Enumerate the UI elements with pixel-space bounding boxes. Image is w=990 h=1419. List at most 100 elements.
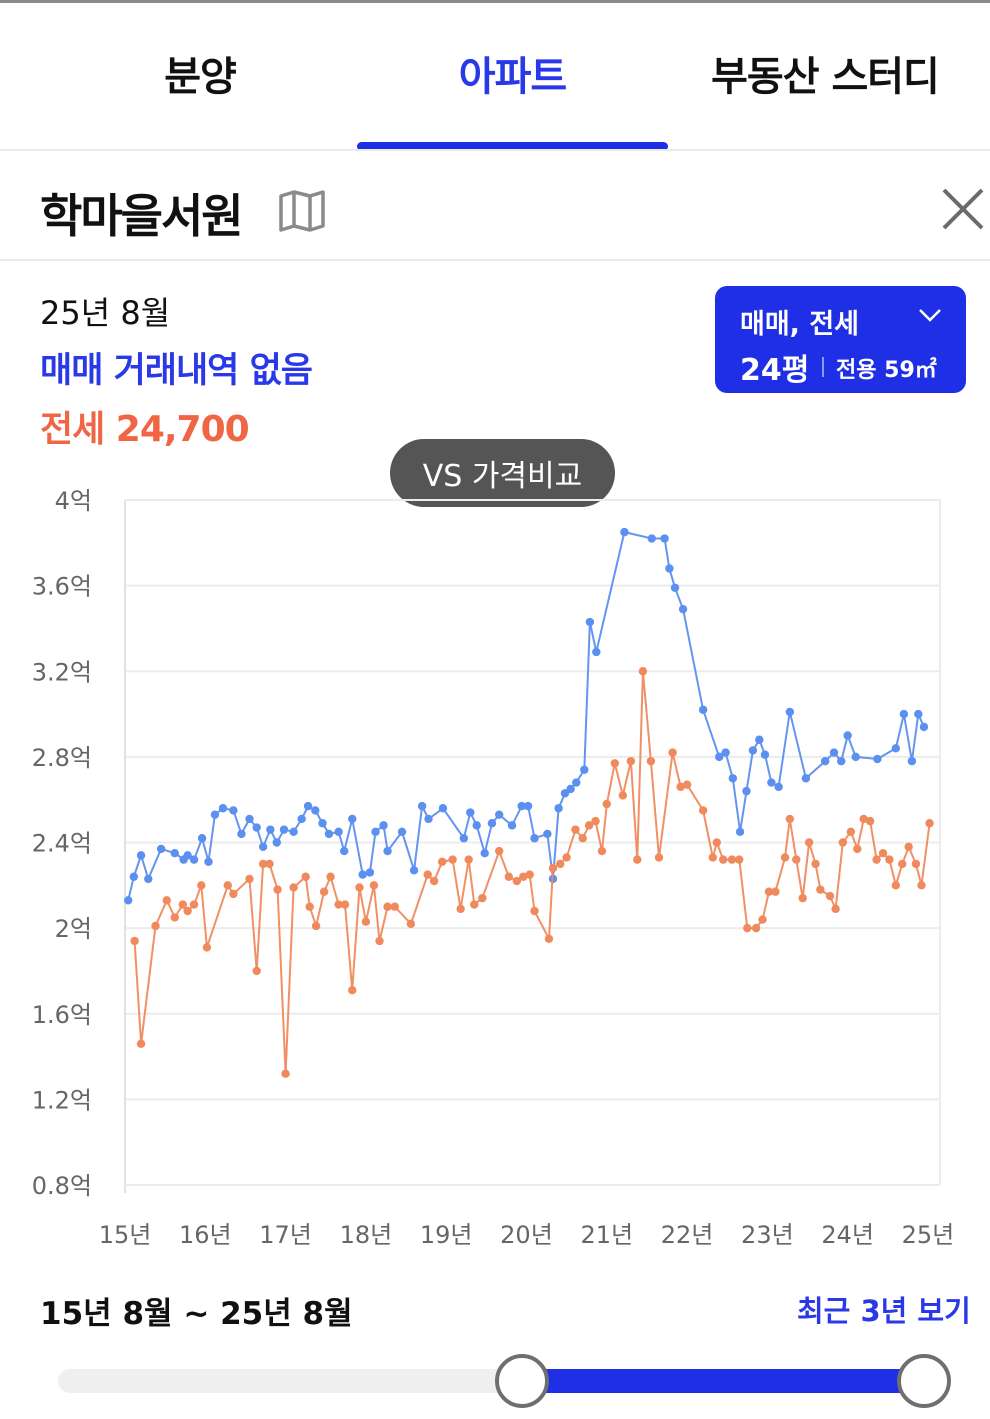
sale-data-point [647,534,656,543]
complex-name: 학마을서원 [40,189,244,243]
y-tick-label: 1.2억 [32,1086,92,1114]
x-tick-label: 23년 [741,1221,794,1249]
jeonse-data-point [301,872,310,881]
sale-data-point [774,782,783,792]
sale-data-point [735,827,745,836]
category-tabs: 분양 아파트 부동산 스터디 [0,0,990,151]
summary-jeonse-price: 전세 24,700 [40,409,250,450]
summary-date: 25년 8월 [40,294,171,332]
sale-data-point [742,786,751,796]
y-tick-label: 3.6억 [32,573,92,601]
sale-data-point [714,752,724,762]
sale-data-point [829,748,839,757]
sale-data-point [660,534,669,543]
tab-presale[interactable]: 분양 [164,54,237,100]
sale-data-point [438,804,448,813]
jeonse-data-point [743,923,752,933]
jeonse-data-point [668,748,677,757]
sale-data-point [487,819,497,828]
jeonse-data-point [162,896,171,905]
sale-data-point [748,746,758,755]
sale-data-point [311,806,320,815]
jeonse-data-point [470,900,479,909]
sale-data-point [670,583,680,592]
sale-data-point [371,827,380,836]
jeonse-data-point [197,881,206,890]
complex-header: 학마을서원 [0,152,990,260]
jeonse-data-point [494,846,504,856]
sale-data-point [324,829,334,839]
jeonse-data-point [878,849,888,858]
sale-data-point [348,814,357,824]
sale-data-point [785,707,795,717]
jeonse-data-point [618,791,628,800]
jeonse-data-point [885,855,894,864]
top-border [0,0,990,3]
sale-data-point [554,804,563,813]
period-slider-end-handle[interactable] [897,1354,951,1408]
jeonse-data-point [478,893,487,903]
sale-data-point [914,709,923,719]
jeonse-data-point [708,853,717,862]
jeonse-data-point [258,859,268,869]
jeonse-data-point [265,859,274,869]
filter-separator [822,357,824,377]
sale-data-point [189,855,199,864]
sale-data-point [318,819,327,828]
trade-filter-button[interactable]: 매매, 전세 24평 전용 59㎡ [715,286,966,393]
sale-data-point [566,784,575,794]
sale-data-point [907,756,917,766]
price-compare-button[interactable]: VS 가격비교 [390,439,615,507]
jeonse-data-point [597,846,607,856]
sale-data-point [197,834,207,843]
jeonse-data-point [626,756,636,766]
jeonse-data-point [512,876,522,886]
jeonse-data-point [437,857,447,866]
jeonse-data-point [390,902,399,911]
jeonse-data-point [223,881,232,890]
sale-data-point [843,731,852,740]
jeonse-data-point [785,814,795,824]
sale-data-point [592,647,601,657]
close-icon[interactable] [938,184,988,234]
jeonse-data-point [178,900,188,909]
jeonse-data-point [698,806,708,815]
jeonse-data-point [245,874,254,884]
filter-trade-types: 매매, 전세 [740,309,860,340]
jeonse-data-point [369,881,379,890]
jeonse-data-point [676,782,685,792]
sale-data-point [156,844,166,854]
sale-data-point [272,838,281,847]
jeonse-data-point [591,816,600,826]
sale-data-point [358,870,367,879]
jeonse-data-point [311,921,321,931]
tab-apartment[interactable]: 아파트 [458,54,567,100]
jeonse-data-point [548,863,558,873]
jeonse-data-point [189,900,199,909]
sale-data-point [517,801,526,811]
jeonse-data-point [383,902,392,911]
sale-data-point [767,778,776,787]
x-tick-label: 20년 [500,1221,553,1249]
sale-data-point [252,823,261,832]
jeonse-series-line [133,671,931,1074]
sale-data-point [678,604,688,614]
jeonse-data-point [853,844,862,854]
jeonse-data-point [846,827,856,836]
tab-real-estate-study[interactable]: 부동산 스터디 [711,54,940,100]
jeonse-data-point [423,870,432,879]
x-tick-label: 16년 [179,1221,232,1249]
period-slider-start-handle[interactable] [495,1354,549,1408]
jeonse-data-point [764,887,774,896]
sale-data-point [620,527,629,537]
recent-3-years-link[interactable]: 최근 3년 보기 [797,1294,971,1328]
sale-data-point [210,810,220,819]
sale-data-point [507,821,517,830]
sale-data-point [585,617,595,627]
jeonse-data-point [183,906,192,916]
sale-data-point [334,827,343,836]
x-tick-label: 18년 [340,1221,393,1249]
x-tick-label: 22년 [661,1221,714,1249]
map-icon[interactable] [278,190,326,232]
